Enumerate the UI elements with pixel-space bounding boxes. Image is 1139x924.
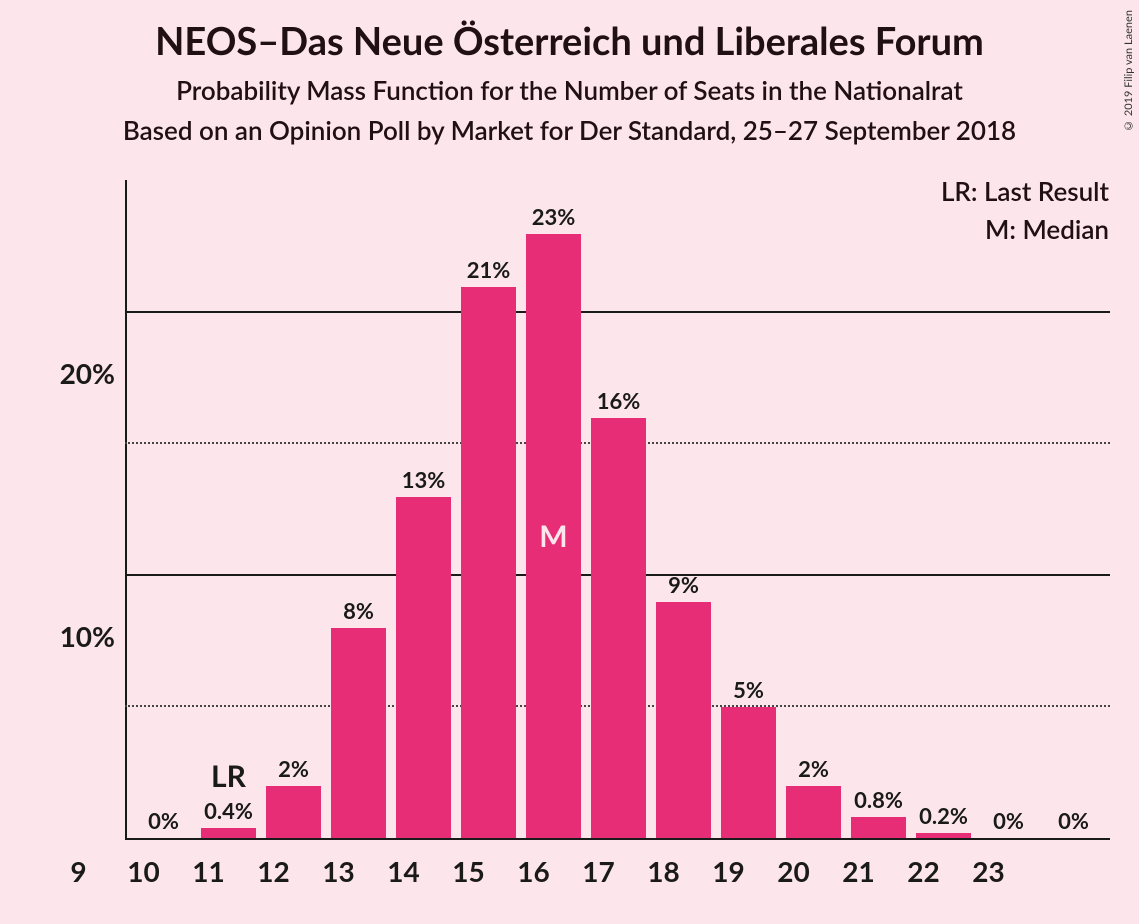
bar-value-label: 8% (343, 597, 374, 624)
bar (461, 287, 517, 838)
x-axis (125, 838, 1110, 840)
bar-value-label: 0.2% (919, 802, 968, 829)
bar-slot: 0% (976, 182, 1041, 838)
bar-value-label: 0.8% (854, 786, 903, 813)
x-tick-label: 13 (322, 854, 354, 888)
bar (916, 833, 972, 838)
y-tick-label: 20% (40, 356, 115, 390)
bar (656, 602, 712, 838)
chart-subtitle-1: Probability Mass Function for the Number… (0, 74, 1139, 106)
bar-value-label: 5% (733, 676, 764, 703)
bar-slot: 0% (1041, 182, 1106, 838)
x-tick-label: 19 (712, 854, 744, 888)
bars-container: 0% LR 0.4% 2% 8% 13% 21% 23% M 16% 9% 5% 2% 0.8% 0.2% 0… (131, 182, 1106, 838)
bar-value-label: 0% (148, 807, 179, 834)
y-tick-label: 10% (40, 619, 115, 653)
bar-slot: 0.8% (846, 182, 911, 838)
y-axis (125, 180, 127, 840)
bar-value-label: 23% (532, 203, 576, 230)
copyright: © 2019 Filip van Laenen (1122, 10, 1135, 132)
bar-slot: 2% (261, 182, 326, 838)
bar-slot: 0% (131, 182, 196, 838)
bar (396, 497, 452, 838)
x-tick-label: 20 (777, 854, 809, 888)
bar: M (526, 234, 582, 838)
bar-slot: 9% (651, 182, 716, 838)
bar-value-label: 9% (668, 571, 699, 598)
x-tick-label: 17 (582, 854, 614, 888)
chart-title: NEOS–Das Neue Österreich und Liberales F… (0, 18, 1139, 64)
bar-value-label: 13% (402, 466, 446, 493)
lr-marker: LR (211, 758, 246, 794)
x-tick-label: 22 (907, 854, 939, 888)
x-tick-label: 15 (452, 854, 484, 888)
x-tick-label: 21 (842, 854, 874, 888)
x-tick-label: 23 (972, 854, 1004, 888)
bar (591, 418, 647, 838)
bar-value-label: 0% (1058, 807, 1089, 834)
bar (266, 786, 322, 838)
x-tick-label: 12 (257, 854, 289, 888)
bar-slot: 13% (391, 182, 456, 838)
bar-value-label: 2% (798, 755, 829, 782)
bar-slot: 21% (456, 182, 521, 838)
x-tick-label: 11 (192, 854, 224, 888)
x-tick-label: 18 (647, 854, 679, 888)
bar-slot: LR 0.4% (196, 182, 261, 838)
x-tick-label: 14 (387, 854, 419, 888)
bar-slot: 16% (586, 182, 651, 838)
bar-slot: 0.2% (911, 182, 976, 838)
bar-value-label: 0.4% (204, 797, 253, 824)
bar-slot: 23% M (521, 182, 586, 838)
bar (201, 828, 257, 838)
x-tick-label: 10 (127, 854, 159, 888)
bar (851, 817, 907, 838)
bar (721, 707, 777, 838)
bar-slot: 5% (716, 182, 781, 838)
bar-slot: 2% (781, 182, 846, 838)
bar-value-label: 16% (597, 387, 641, 414)
x-tick-label: 16 (517, 854, 549, 888)
bar (786, 786, 842, 838)
bar-value-label: 21% (467, 256, 511, 283)
median-marker: M (539, 518, 567, 554)
x-tick-label: 9 (70, 854, 86, 888)
chart-subtitle-2: Based on an Opinion Poll by Market for D… (0, 114, 1139, 146)
chart-area: 0% LR 0.4% 2% 8% 13% 21% 23% M 16% 9% 5% 2% 0.8% 0.2% 0… (40, 180, 1120, 900)
bar-value-label: 0% (993, 807, 1024, 834)
bar-value-label: 2% (278, 755, 309, 782)
bar (331, 628, 387, 838)
plot-area: 0% LR 0.4% 2% 8% 13% 21% 23% M 16% 9% 5% 2% 0.8% 0.2% 0… (125, 180, 1110, 840)
bar-slot: 8% (326, 182, 391, 838)
